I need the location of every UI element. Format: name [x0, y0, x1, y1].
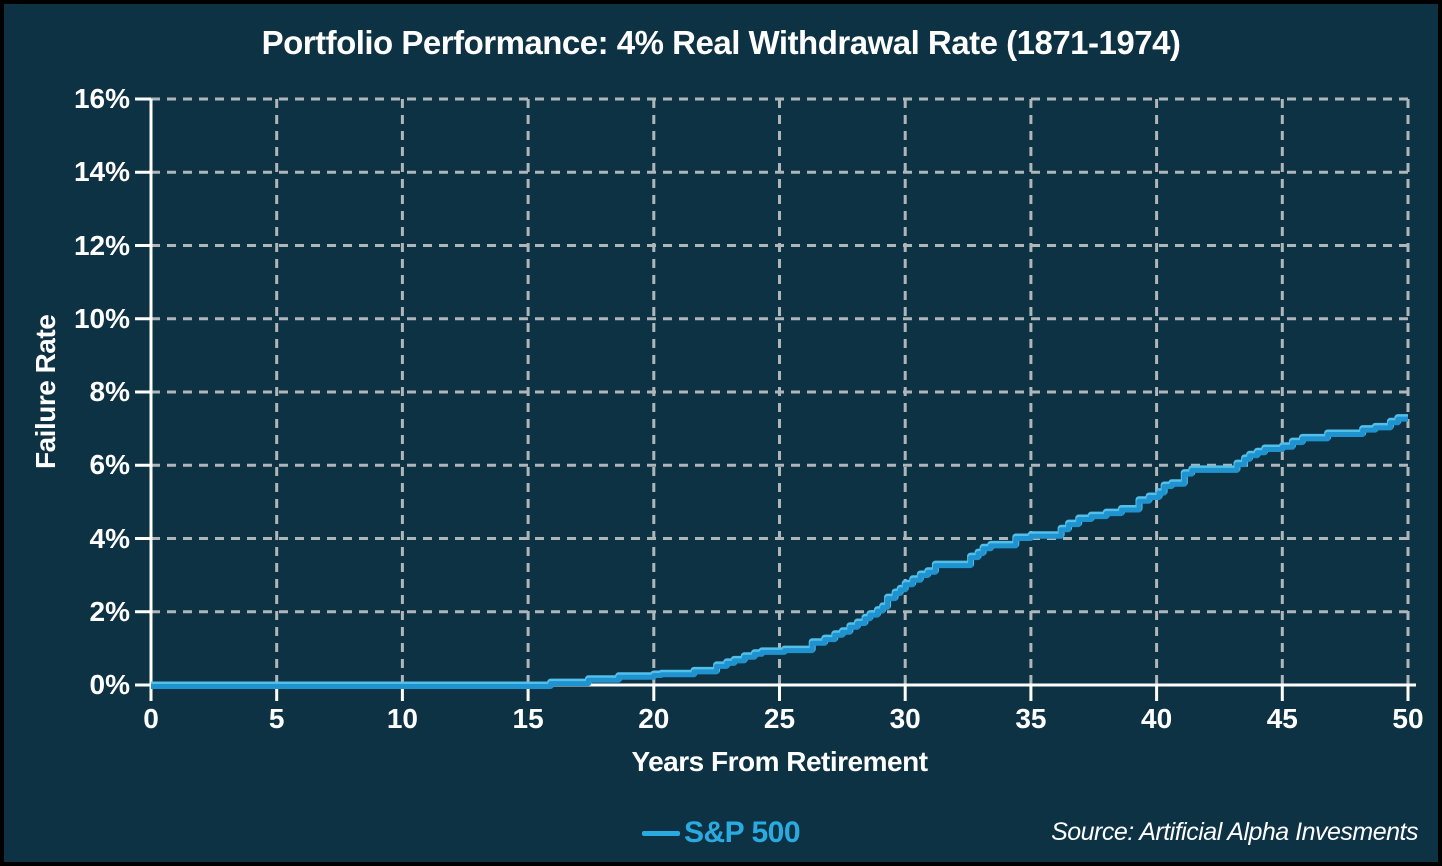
x-tick-label: 20: [638, 703, 670, 734]
y-tick-label: 6%: [89, 449, 130, 481]
y-tick-label: 2%: [89, 595, 130, 627]
x-tick-label: 45: [1266, 703, 1298, 734]
y-axis-title: Failure Rate: [30, 314, 61, 470]
x-tick-label: 30: [889, 703, 921, 734]
x-tick-label: 40: [1141, 703, 1173, 734]
source-note: Source: Artificial Alpha Invesments: [1051, 818, 1418, 846]
y-tick-label: 0%: [89, 669, 130, 700]
chart-title: Portfolio Performance: 4% Real Withdrawa…: [261, 24, 1181, 61]
x-tick-label: 35: [1015, 703, 1047, 734]
x-tick-label: 0: [143, 703, 159, 734]
legend: S&P 500: [4, 816, 1438, 850]
legend-line-swatch: [641, 830, 680, 836]
series-line: [151, 416, 1408, 689]
y-tick-label: 8%: [89, 376, 130, 407]
x-tick-label: 15: [512, 703, 544, 734]
y-tick-label: 14%: [73, 156, 130, 188]
x-tick-label: 50: [1392, 703, 1424, 734]
x-tick-label: 10: [386, 703, 418, 734]
legend-label: S&P 500: [683, 816, 801, 849]
y-tick-label: 4%: [89, 522, 130, 554]
x-tick-label: 5: [268, 703, 285, 734]
plot-area: [135, 97, 1416, 701]
y-tick-label: 12%: [73, 229, 130, 261]
y-tick-label: 16%: [73, 83, 130, 114]
y-tick-label: 10%: [73, 302, 130, 334]
x-axis-title: Years From Retirement: [631, 746, 928, 777]
x-tick-label: 25: [763, 703, 796, 734]
